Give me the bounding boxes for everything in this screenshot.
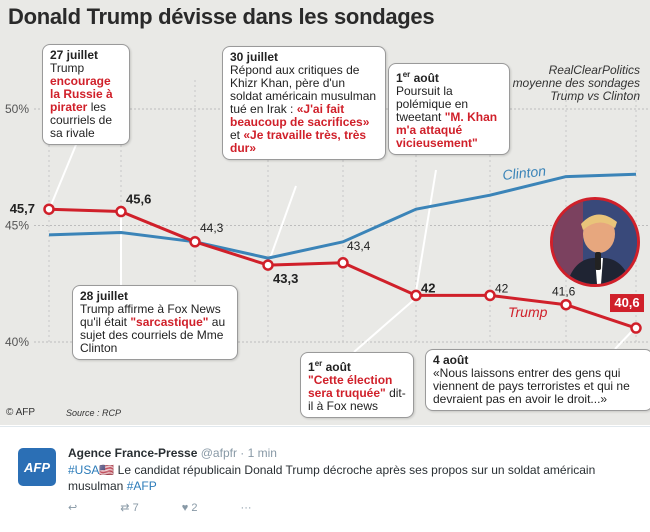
callout-date: 28 juillet bbox=[80, 289, 129, 303]
series-label-trump: Trump bbox=[508, 304, 548, 320]
callout-27-juillet: 27 juillet Trump encourage la Russie à p… bbox=[42, 44, 130, 145]
trump-data-point bbox=[115, 205, 127, 218]
avatar[interactable]: AFP bbox=[18, 448, 56, 486]
callout-date: 4 août bbox=[433, 353, 469, 367]
trump-portrait-image bbox=[550, 197, 640, 287]
trump-data-point bbox=[189, 236, 201, 248]
callout-highlight: «Je travaille très, très dur» bbox=[230, 128, 367, 155]
callout-highlight: «J'ai fait beaucoup de sacrifices» bbox=[230, 102, 370, 129]
tweet-text: #USA🇺🇸 Le candidat républicain Donald Tr… bbox=[68, 462, 638, 494]
callout-28-juillet: 28 juillet Trump affirme à Fox News qu'i… bbox=[72, 285, 238, 360]
callout-1er-aout-fox: 1er août "Cette élection sera truquée" d… bbox=[300, 352, 414, 418]
subtitle-line-2: moyenne des sondages bbox=[512, 76, 640, 90]
callout-text: Poursuit la polémique en tweetant bbox=[396, 84, 469, 124]
callout-text: au sujet des courriels de Mme Clinton bbox=[80, 315, 226, 355]
callout-highlight: encourage la Russie à pirater bbox=[50, 74, 113, 114]
callout-text: et bbox=[230, 128, 241, 142]
retweet-button[interactable]: ⇄ 7 bbox=[120, 501, 138, 514]
trump-data-point bbox=[484, 289, 496, 302]
trump-data-label: 44,3 bbox=[200, 221, 224, 235]
hashtag-afp[interactable]: #AFP bbox=[126, 479, 157, 493]
callout-1er-aout-tweet: 1er août Poursuit la polémique en tweeta… bbox=[388, 63, 510, 155]
callout-date: 1er août bbox=[308, 359, 351, 374]
callout-text: «Nous laissons entrer des gens qui vienn… bbox=[433, 366, 630, 406]
trump-data-label: 41,6 bbox=[552, 285, 576, 299]
infographic-card: 50% 45% 40% 45,7 45,6 44,3 43,3 43,4 42 42 41,6 40… bbox=[0, 0, 650, 425]
trump-data-label: 45,7 bbox=[10, 201, 35, 216]
trump-data-point bbox=[630, 322, 642, 334]
chart-title: Donald Trump dévisse dans les sondages bbox=[8, 4, 435, 29]
afp-watermark: © AFP bbox=[6, 407, 36, 418]
callout-text: dit-il à Fox news bbox=[308, 386, 406, 413]
chart-source: Source : RCP bbox=[66, 408, 122, 418]
trump-data-point bbox=[560, 298, 572, 311]
tweet-timestamp[interactable]: 1 min bbox=[247, 446, 277, 460]
y-tick-label: 50% bbox=[5, 102, 29, 116]
separator-dot: · bbox=[240, 446, 245, 460]
callout-text: Trump affirme à Fox News qu'il était bbox=[80, 302, 221, 329]
callout-leader bbox=[353, 297, 417, 353]
tweet-author-name[interactable]: Agence France-Presse bbox=[68, 446, 198, 460]
chart-subtitle: RealClearPolitics moyenne des sondages T… bbox=[513, 64, 640, 103]
trump-data-point bbox=[410, 289, 422, 302]
last-value-badge bbox=[610, 294, 644, 313]
y-tick-label: 40% bbox=[5, 335, 29, 349]
series-label-clinton: Clinton bbox=[502, 162, 547, 182]
series-line-clinton bbox=[48, 172, 637, 260]
callout-text: Répond aux critiques de Khizr Khan, père… bbox=[230, 63, 377, 116]
more-button[interactable]: ··· bbox=[241, 502, 252, 514]
like-count: 2 bbox=[191, 502, 198, 514]
trump-data-label: 40,6 bbox=[614, 295, 639, 310]
chart-canvas: 50% 45% 40% 45,7 45,6 44,3 43,3 43,4 42 42 41,6 40… bbox=[5, 80, 650, 353]
trump-data-label: 45,6 bbox=[126, 192, 151, 207]
flag-icon: 🇺🇸 bbox=[99, 463, 115, 477]
callout-highlight: "M. Khan m'a attaqué vicieusement" bbox=[396, 110, 498, 150]
tweet-card: AFP Agence France-Presse @afpfr · 1 min … bbox=[0, 426, 650, 532]
subtitle-line-1: RealClearPolitics bbox=[548, 63, 640, 77]
like-button[interactable]: ♥ 2 bbox=[182, 502, 198, 514]
subtitle-line-3: Trump vs Clinton bbox=[550, 89, 640, 103]
callout-date: 30 juillet bbox=[230, 50, 279, 64]
callout-30-juillet: 30 juillet Répond aux critiques de Khizr… bbox=[222, 46, 386, 160]
trump-data-label: 43,3 bbox=[273, 271, 298, 286]
callout-text: les courriels de sa rivale bbox=[50, 100, 113, 140]
callout-leader bbox=[267, 185, 297, 265]
callout-highlight: "Cette élection sera truquée" bbox=[308, 373, 393, 400]
trump-data-label: 42 bbox=[495, 281, 509, 295]
heart-icon: ♥ bbox=[181, 502, 189, 514]
tweet-author-handle[interactable]: @afpfr bbox=[200, 446, 237, 460]
more-icon: ··· bbox=[240, 502, 252, 514]
trump-data-point bbox=[337, 257, 349, 269]
callout-4-aout: 4 août «Nous laissons entrer des gens qu… bbox=[425, 349, 650, 411]
hashtag-usa[interactable]: #USA bbox=[68, 463, 100, 477]
trump-data-point bbox=[43, 203, 55, 215]
tweet-body: Le candidat républicain Donald Trump déc… bbox=[68, 463, 596, 493]
trump-data-point bbox=[262, 259, 274, 271]
trump-data-label: 42 bbox=[421, 280, 435, 295]
callout-highlight: "sarcastique" bbox=[130, 315, 209, 329]
trump-data-label: 43,4 bbox=[347, 239, 371, 253]
callout-date: 1er août bbox=[396, 70, 439, 85]
callout-date: 27 juillet bbox=[50, 48, 99, 62]
tweet-header: Agence France-Presse @afpfr · 1 min bbox=[68, 446, 277, 460]
callout-leader bbox=[48, 139, 79, 211]
retweet-count: 7 bbox=[132, 502, 139, 514]
reply-icon: ↩ bbox=[68, 502, 78, 514]
retweet-icon: ⇄ bbox=[120, 502, 130, 514]
y-tick-label: 45% bbox=[5, 219, 29, 233]
callout-text: Trump bbox=[50, 61, 85, 75]
tweet-actions: ↩ ⇄ 7 ♥ 2 ··· bbox=[68, 501, 292, 514]
callout-leader bbox=[415, 169, 437, 293]
reply-button[interactable]: ↩ bbox=[68, 501, 77, 514]
